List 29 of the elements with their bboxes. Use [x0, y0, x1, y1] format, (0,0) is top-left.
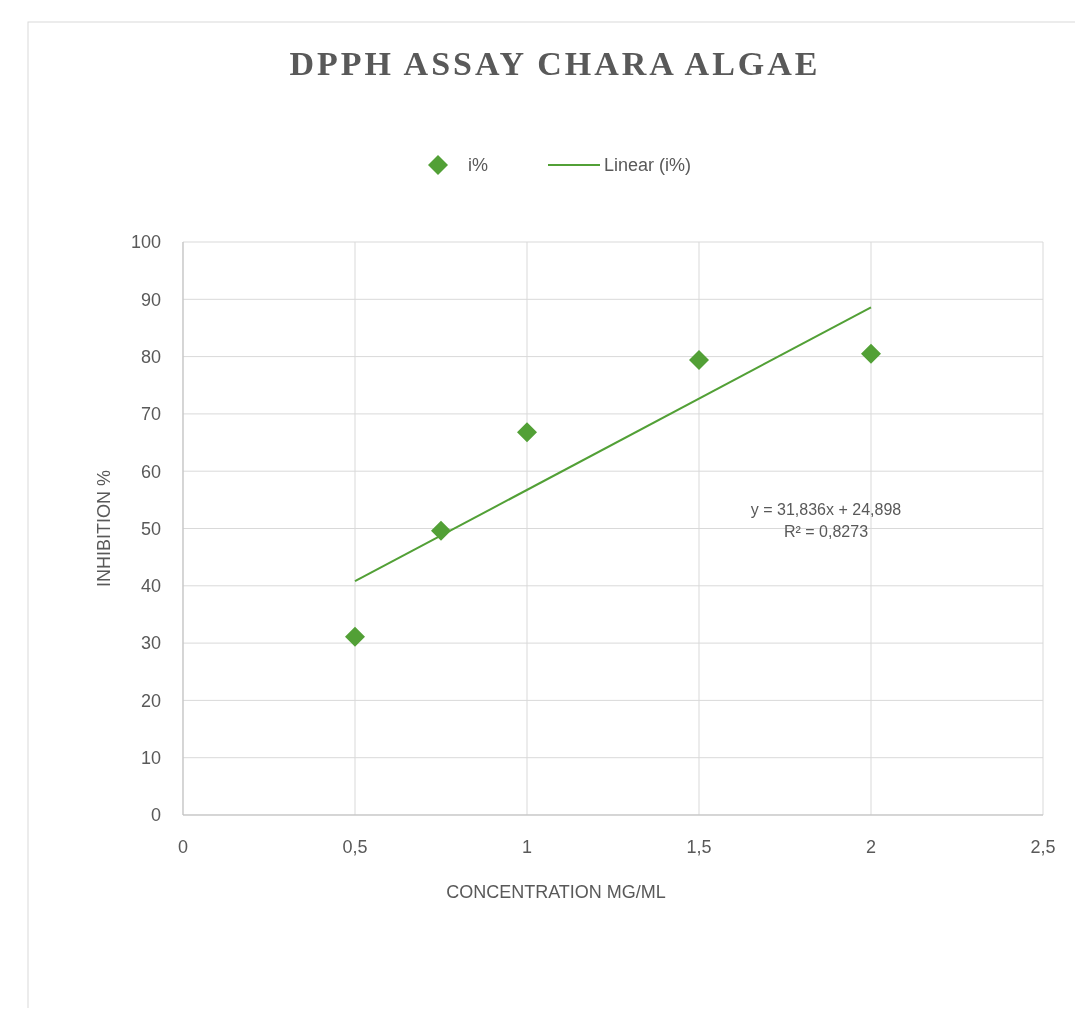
x-tick-label: 1,5 [686, 837, 712, 857]
y-tick-label: 40 [140, 576, 161, 597]
y-tick-label: 30 [140, 633, 161, 654]
y-tick-label: 60 [140, 461, 161, 482]
y-tick-label: 0 [150, 805, 161, 826]
point [345, 626, 365, 647]
point [861, 343, 881, 364]
x-tick-label: 0,5 [342, 837, 368, 857]
y-tick-label: 10 [140, 748, 161, 768]
annotation: R² = 0,8273 [783, 523, 869, 540]
annotation: y = 31,836x + 24,898 [750, 501, 902, 518]
point [431, 520, 451, 541]
x-tick-label: 0 [177, 837, 189, 857]
x-tick-label: 2 [865, 837, 877, 857]
y-axis-title: INHIBITION % [94, 469, 114, 588]
y-tick-label: 50 [140, 518, 161, 539]
x-tick-label: 2,5 [1030, 837, 1056, 857]
chart-title: DPPH ASSAY CHARA ALGAE [289, 45, 821, 82]
y-tick-label: 100 [130, 232, 161, 253]
point [689, 350, 709, 371]
y-tick-label: 90 [140, 289, 161, 310]
legend-label: i% [468, 155, 489, 176]
x-tick-label: 1 [521, 837, 533, 857]
y-tick-label: 70 [140, 404, 161, 425]
y-tick-label: 20 [140, 690, 161, 711]
point [517, 422, 537, 443]
x-axis-title: CONCENTRATION MG/ML [446, 882, 666, 902]
legend-label: Linear (i%) [604, 155, 692, 176]
y-tick-label: 80 [140, 346, 161, 367]
